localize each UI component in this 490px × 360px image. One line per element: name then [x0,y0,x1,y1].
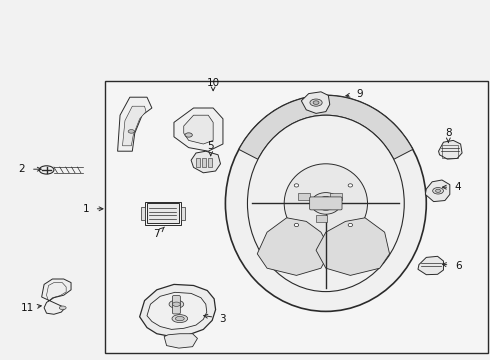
Bar [202,158,206,167]
Text: 11: 11 [20,303,34,313]
Ellipse shape [172,302,180,306]
Polygon shape [418,256,443,275]
FancyBboxPatch shape [147,203,179,223]
Text: 2: 2 [19,164,25,174]
Text: 3: 3 [220,314,226,324]
Ellipse shape [284,164,368,243]
Text: 4: 4 [455,182,462,192]
Ellipse shape [247,115,404,292]
Text: 6: 6 [455,261,462,271]
Ellipse shape [348,184,353,187]
Ellipse shape [348,223,353,227]
Ellipse shape [169,300,184,308]
FancyBboxPatch shape [316,215,327,222]
Ellipse shape [294,223,298,227]
Ellipse shape [311,193,341,214]
Polygon shape [122,106,146,146]
Polygon shape [42,279,71,314]
Polygon shape [174,108,223,151]
FancyBboxPatch shape [310,197,342,210]
Polygon shape [439,140,462,159]
Text: 1: 1 [82,204,89,214]
Polygon shape [301,92,330,113]
Ellipse shape [317,197,335,210]
Ellipse shape [436,189,441,192]
Text: 5: 5 [207,141,214,151]
Polygon shape [239,95,413,159]
FancyBboxPatch shape [298,193,310,200]
Bar [196,158,200,167]
Ellipse shape [313,101,319,104]
Text: 9: 9 [357,89,364,99]
Bar [105,81,488,353]
Polygon shape [316,218,390,275]
Polygon shape [257,218,331,275]
Ellipse shape [39,166,54,174]
Ellipse shape [310,99,322,106]
Bar [141,207,145,220]
Text: 8: 8 [445,128,452,138]
Ellipse shape [225,95,426,311]
Ellipse shape [128,130,134,133]
Polygon shape [118,97,152,151]
Text: 7: 7 [153,229,160,239]
Bar [208,158,212,167]
Ellipse shape [59,306,66,310]
Polygon shape [191,151,220,173]
Polygon shape [164,334,197,348]
Ellipse shape [185,133,193,137]
FancyBboxPatch shape [330,193,342,200]
Ellipse shape [294,184,298,187]
Ellipse shape [175,316,184,321]
Polygon shape [147,292,207,329]
Bar [181,207,185,220]
Polygon shape [184,115,213,144]
Polygon shape [140,284,216,337]
Ellipse shape [433,188,443,194]
Polygon shape [425,180,450,202]
Text: 10: 10 [207,78,220,88]
FancyBboxPatch shape [172,296,180,314]
Ellipse shape [172,315,188,323]
